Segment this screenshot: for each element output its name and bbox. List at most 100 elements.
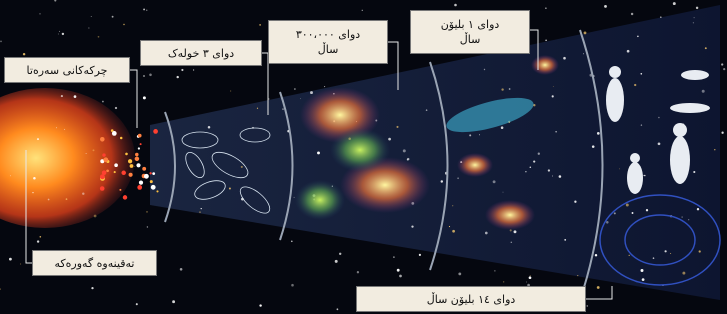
star [199,211,201,213]
label-box: تەقینەوە گەورەکە [32,250,157,276]
particle [114,163,118,167]
particle [139,181,143,185]
star [658,142,661,145]
star [721,63,723,65]
glow [295,180,345,220]
star [407,158,409,160]
star [646,209,648,211]
label-box: دوای ٣ خولەک [140,40,262,66]
star [583,53,584,54]
star [40,13,41,14]
star [441,180,443,182]
star [102,101,104,103]
particle [128,159,132,163]
star [181,69,183,71]
star [525,171,526,172]
star [58,34,59,35]
star [631,13,633,15]
star [37,240,39,242]
particle [156,190,158,192]
particle [151,185,156,190]
star [530,275,531,276]
label: دوای ٣٠٠،٠٠٠ [296,27,360,42]
star [653,257,655,259]
label: دوای ٣ خولەک [168,46,234,61]
star [634,84,636,86]
star [696,7,698,9]
star [511,242,512,243]
star [533,161,535,163]
star [396,126,398,128]
label: چرکەکانی سەرەتا [27,63,108,78]
label: دوای ١٤ بلیۆن ساڵ [427,292,516,307]
particle [112,131,117,136]
star [457,177,459,179]
star [149,74,152,77]
star [627,50,630,53]
star [193,69,194,70]
particle [150,180,153,183]
galaxy [457,153,493,177]
star [136,303,138,305]
star [32,192,33,193]
star [339,253,341,255]
star [503,281,504,282]
star [208,126,211,129]
particle [135,153,139,157]
star [123,24,124,25]
star [201,208,202,209]
star [134,166,135,167]
particle [153,129,158,134]
particle [129,173,133,177]
label: ساڵ [318,42,339,57]
particle [137,185,142,190]
star [693,171,695,173]
star [259,24,261,26]
star [526,282,527,283]
star [98,36,100,38]
star [552,176,553,177]
star [721,132,723,134]
star [82,192,84,194]
star [257,108,258,109]
star [641,269,644,272]
star [146,10,147,11]
star [658,117,660,119]
star [493,180,496,183]
star [503,192,504,193]
particle [100,137,105,142]
star [485,232,488,235]
star [115,107,117,109]
particle [125,153,128,156]
star [509,88,511,90]
star [143,75,145,77]
particle [102,153,105,156]
star [584,31,587,34]
star [577,275,578,276]
star [552,95,554,97]
label: تەقینەوە گەورەکە [55,256,135,271]
star [494,270,495,271]
particle [100,186,105,191]
star [538,153,540,155]
star [93,149,95,151]
particle [114,171,116,173]
star [294,88,296,90]
particle [144,174,149,179]
star [357,271,359,273]
star [595,254,597,256]
star [529,276,532,279]
star [693,22,694,23]
galaxy [531,55,559,75]
star [61,95,63,97]
star [587,305,588,306]
star [673,2,676,5]
star [310,91,313,94]
star [180,268,183,271]
star [147,226,148,227]
star [670,253,671,254]
star [86,153,87,154]
star [143,8,145,10]
star [62,33,64,35]
